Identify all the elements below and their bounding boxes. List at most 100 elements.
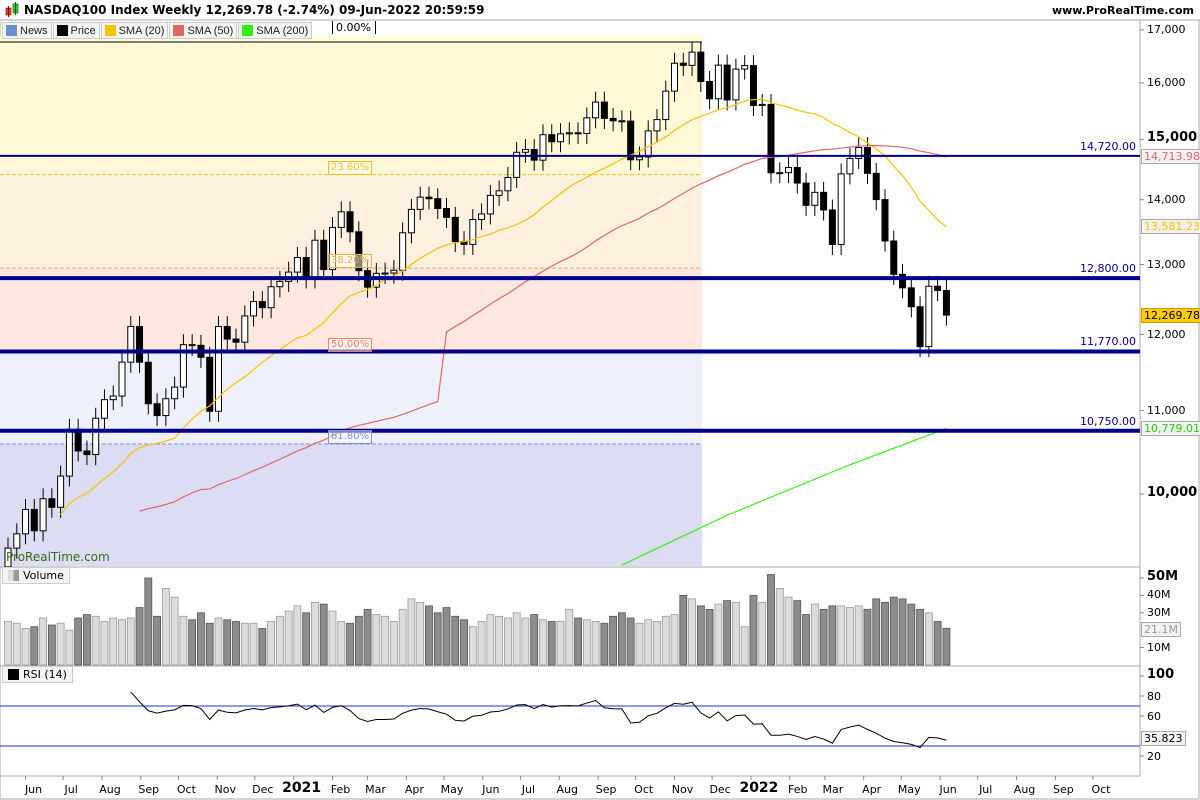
legend-swatch-icon (56, 25, 68, 36)
legend-item-sma-20[interactable]: SMA (20) (100, 22, 169, 39)
volume-label: Volume (23, 569, 64, 582)
date-label: Mar (822, 783, 844, 796)
legend-label: Price (70, 24, 96, 37)
volume-bar (714, 603, 723, 666)
date-label: Nov (214, 783, 236, 796)
candle-body (469, 218, 477, 245)
candle-body (22, 508, 30, 535)
candle-body (355, 231, 363, 272)
volume-bar (556, 621, 565, 666)
candle-body (30, 508, 38, 532)
fib-label: 61.80% (328, 429, 373, 444)
volume-bar (65, 629, 74, 666)
volume-bar (828, 605, 837, 666)
volume-panel-tag[interactable]: Volume (2, 567, 70, 584)
legend-item-sma-50[interactable]: SMA (50) (169, 22, 238, 39)
volume-bar (100, 621, 109, 666)
volume-bar (258, 628, 267, 666)
candle-body (609, 117, 617, 122)
candle-body (732, 68, 740, 101)
date-label: Jun (939, 783, 957, 796)
candle-body (276, 280, 284, 288)
sma200-line (621, 427, 947, 566)
candle-body (846, 157, 854, 175)
volume-bar (126, 617, 135, 666)
volume-bar (521, 617, 530, 666)
volume-bar (39, 617, 47, 666)
candle-body (706, 80, 714, 100)
volume-bar (416, 601, 425, 666)
volume-bar (591, 621, 600, 666)
volume-bar (161, 588, 170, 666)
date-label: Sep (138, 783, 160, 796)
volume-bar (12, 622, 21, 666)
rsi-panel-tag[interactable]: RSI (14) (2, 666, 73, 683)
price-tick-label: 12,000 (1147, 327, 1186, 341)
volume-swatch-icon (8, 570, 19, 581)
volume-bar (907, 603, 916, 666)
legend-item-price[interactable]: Price (52, 22, 100, 39)
sma200-badge: 10,779.01 (1141, 421, 1200, 437)
volume-bar (337, 621, 346, 666)
volume-bar (223, 619, 232, 666)
candle-body (855, 146, 863, 159)
volume-bar (425, 605, 433, 666)
volume-bar (311, 601, 319, 666)
volume-bar (740, 626, 749, 666)
candle-body (890, 240, 898, 275)
volume-bar (451, 615, 460, 666)
volume-bar (600, 622, 609, 666)
volume-bar (933, 621, 942, 666)
candle-body (513, 151, 521, 178)
volume-bar (661, 615, 670, 666)
volume-badge: 21.1M (1141, 622, 1181, 638)
fib-zone (0, 36, 702, 43)
candle-body (723, 64, 731, 101)
volume-bar (916, 608, 924, 666)
candle-body (127, 326, 135, 363)
candle-body (92, 417, 100, 456)
volume-bar (74, 617, 83, 666)
volume-bar (240, 622, 249, 666)
candle-body (320, 239, 328, 271)
candle-body (671, 62, 679, 92)
volume-bar (249, 622, 258, 666)
volume-bar (863, 608, 872, 666)
candle-body (793, 166, 801, 184)
rsi-tick-label: 100 (1147, 667, 1175, 682)
candle-body (776, 172, 784, 175)
date-label: Oct (1091, 783, 1111, 796)
date-label: May (897, 783, 921, 796)
date-label: May (440, 783, 464, 796)
legend-item-sma-200[interactable]: SMA (200) (238, 22, 313, 39)
candle-body (57, 475, 65, 508)
volume-bar (688, 598, 696, 666)
candle-body (837, 173, 845, 245)
candle-body (407, 208, 415, 234)
volume-bar (442, 607, 451, 666)
candle-body (495, 190, 503, 196)
site-link[interactable]: www.ProRealTime.com (1051, 4, 1194, 17)
volume-bar (574, 617, 582, 666)
volume-bar (319, 603, 328, 666)
volume-bar (872, 598, 881, 666)
candle-body (583, 117, 591, 134)
fib-zone-4 (0, 443, 702, 566)
volume-bar (214, 617, 223, 666)
volume-bar (205, 622, 214, 666)
rsi-tick-label: 20 (1147, 750, 1161, 763)
date-label: Aug (1013, 783, 1036, 796)
volume-bar (381, 615, 390, 666)
candle-body (328, 226, 336, 271)
volume-bar (4, 621, 12, 666)
candle-body (486, 194, 494, 215)
candle-body (557, 133, 565, 143)
sma50-line (139, 144, 947, 512)
volume-bar (819, 608, 828, 666)
volume-bar (512, 612, 521, 666)
legend-item-news[interactable]: News (2, 22, 52, 39)
volume-bar (179, 615, 188, 666)
legend-swatch-icon (173, 25, 185, 36)
date-label: Sep (595, 783, 617, 796)
